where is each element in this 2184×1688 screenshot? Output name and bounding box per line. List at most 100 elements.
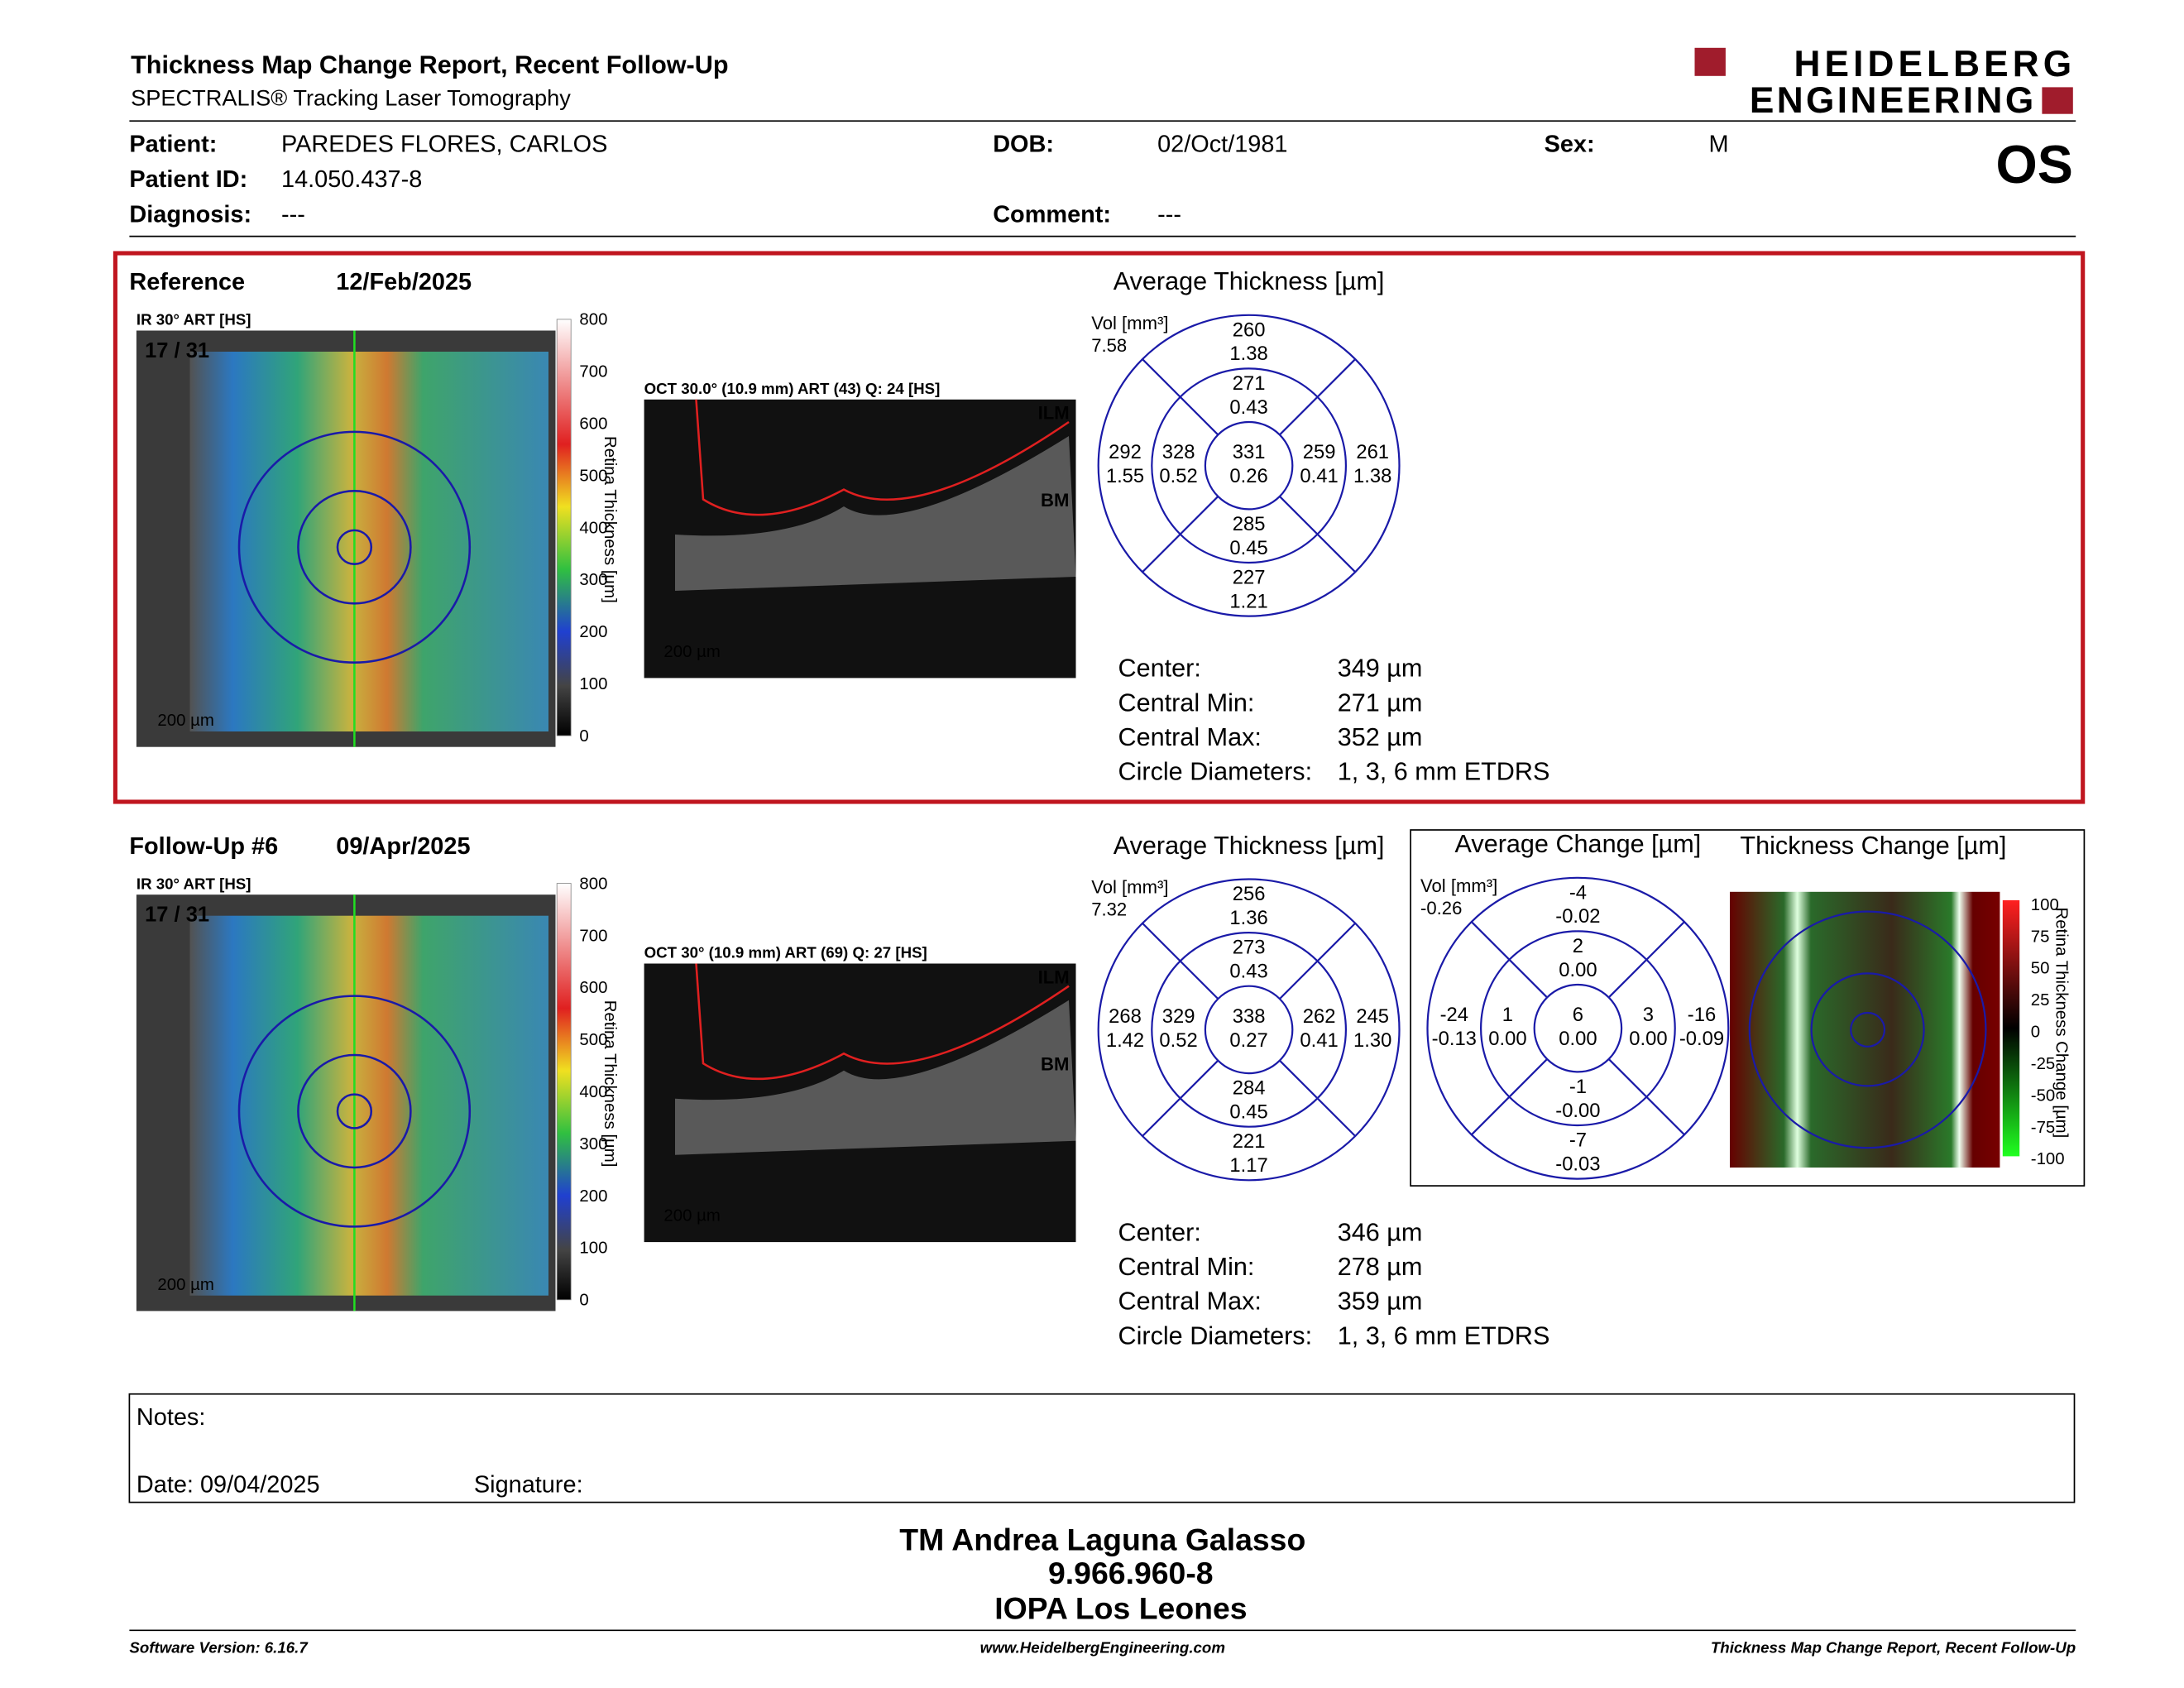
etdrs-ring xyxy=(1479,930,1676,1127)
field-value: 14.050.437-8 xyxy=(281,166,422,193)
sector-thickness: -7 xyxy=(1569,1129,1587,1152)
stat-label: Circle Diameters: xyxy=(1118,758,1313,786)
footer-center: www.HeidelbergEngineering.com xyxy=(980,1639,1225,1657)
stat-value: 352 µm xyxy=(1338,723,1423,751)
sector-thickness: 245 xyxy=(1356,1005,1389,1028)
stat-label: Central Min: xyxy=(1118,688,1255,717)
sector-thickness: 221 xyxy=(1233,1130,1266,1153)
sector-volume: 0.52 xyxy=(1159,1029,1197,1052)
oct-band xyxy=(675,436,1076,591)
title: Thickness Map Change Report, Recent Foll… xyxy=(131,50,728,79)
sector-volume: 1.36 xyxy=(1229,907,1267,929)
oct-label: OCT 30.0° (10.9 mm) ART (43) Q: 24 [HS] xyxy=(644,380,941,397)
etdrs-spoke xyxy=(1279,922,1357,1000)
field-label: Patient: xyxy=(129,132,217,158)
field-value: --- xyxy=(1157,202,1181,228)
sector-thickness: -4 xyxy=(1569,881,1587,904)
field-label: Sex: xyxy=(1545,132,1595,158)
colorbar-tick: -25 xyxy=(2031,1055,2055,1073)
eye: OS xyxy=(1995,135,2072,194)
sector-thickness: 273 xyxy=(1233,937,1266,959)
field-value: PAREDES FLORES, CARLOS xyxy=(281,132,607,158)
field-label: DOB: xyxy=(993,132,1054,158)
oct-scale: 200 µm xyxy=(663,643,720,661)
colorbar-tick: 600 xyxy=(579,979,607,997)
stat-label: Central Min: xyxy=(1118,1253,1255,1281)
vol-label: Vol [mm³] xyxy=(1420,875,1497,896)
sig-name: TM Andrea Laguna Galasso xyxy=(899,1522,1305,1556)
stat-label: Central Max: xyxy=(1118,723,1262,751)
thickness-map xyxy=(189,915,549,1296)
stat-value: 359 µm xyxy=(1338,1288,1423,1316)
etdrs-spoke xyxy=(1470,1058,1548,1136)
exam-date: 12/Feb/2025 xyxy=(336,269,472,295)
sector-volume: -0.03 xyxy=(1555,1153,1600,1175)
vol-label: Vol [mm³] xyxy=(1091,313,1168,333)
bm-label: BM xyxy=(1041,1054,1069,1075)
colorbar-tick: 0 xyxy=(2031,1024,2040,1042)
grid-title: Average Thickness [µm] xyxy=(1114,832,1385,860)
colorbar-tick: 0 xyxy=(579,1292,588,1310)
grid-title: Average Change [µm] xyxy=(1455,830,1702,858)
etdrs-spoke xyxy=(1607,921,1685,999)
sector-volume: -0.13 xyxy=(1432,1028,1477,1050)
stat-value: 349 µm xyxy=(1338,655,1423,683)
sector-volume: 1.55 xyxy=(1106,465,1144,487)
sector-thickness: 6 xyxy=(1573,1004,1583,1026)
etdrs-overlay xyxy=(1850,1011,1886,1048)
etdrs-overlay xyxy=(1810,972,1925,1087)
sector-thickness: 331 xyxy=(1233,441,1266,463)
notes-date: Date: 09/04/2025 xyxy=(136,1472,320,1499)
oct-label: OCT 30° (10.9 mm) ART (69) Q: 27 [HS] xyxy=(644,944,927,961)
sector-volume: 1.21 xyxy=(1229,590,1267,612)
etdrs-ring xyxy=(1426,876,1730,1180)
sector-volume: -0.09 xyxy=(1679,1028,1724,1050)
exam-date: 09/Apr/2025 xyxy=(336,833,470,860)
colorbar xyxy=(556,319,572,736)
sector-thickness: 268 xyxy=(1109,1005,1142,1028)
sector-volume: 0.52 xyxy=(1159,465,1197,487)
sector-thickness: 260 xyxy=(1233,319,1266,341)
etdrs-overlay xyxy=(237,430,472,664)
exam-heading: Follow-Up #6 xyxy=(129,833,278,860)
field-value: M xyxy=(1709,132,1729,158)
sector-volume: 0.41 xyxy=(1300,465,1338,487)
sector-volume: 0.43 xyxy=(1229,396,1267,419)
etdrs-spoke xyxy=(1142,496,1219,573)
sector-thickness: -24 xyxy=(1440,1004,1468,1026)
vol-value: 7.58 xyxy=(1091,335,1127,356)
ilm-line xyxy=(695,399,1070,516)
etdrs-ring xyxy=(1204,985,1294,1075)
bm-label: BM xyxy=(1041,490,1069,511)
sector-thickness: -16 xyxy=(1688,1004,1716,1026)
stat-value: 271 µm xyxy=(1338,688,1423,717)
sector-volume: 0.00 xyxy=(1629,1028,1667,1050)
colorbar-tick: -100 xyxy=(2031,1150,2065,1168)
colorbar-tick: 800 xyxy=(579,311,607,329)
map-title: Thickness Change [µm] xyxy=(1740,832,2006,860)
etdrs-spoke xyxy=(1142,1059,1219,1137)
vol-value: -0.26 xyxy=(1420,898,1462,918)
reference-box xyxy=(113,251,2086,804)
colorbar-title: Retina Thickness Change [µm] xyxy=(2052,908,2070,1139)
sig-inst: IOPA Los Leones xyxy=(994,1591,1247,1626)
etdrs-ring xyxy=(1097,878,1401,1182)
sector-volume: 1.30 xyxy=(1353,1029,1391,1052)
sector-volume: 1.42 xyxy=(1106,1029,1144,1052)
sector-thickness: 261 xyxy=(1356,441,1389,463)
logo-mark xyxy=(2042,87,2073,114)
vol-value: 7.32 xyxy=(1091,899,1127,920)
colorbar xyxy=(2002,900,2020,1157)
sector-volume: 0.00 xyxy=(1559,959,1597,981)
sector-thickness: 328 xyxy=(1162,441,1195,463)
sector-volume: 0.00 xyxy=(1488,1028,1526,1050)
logo: ENGINEERING xyxy=(1750,80,2037,121)
colorbar-title: Retina Thickness [µm] xyxy=(601,436,619,603)
sector-thickness: 1 xyxy=(1502,1004,1513,1026)
sector-volume: 1.17 xyxy=(1229,1154,1267,1177)
sector-thickness: 292 xyxy=(1109,441,1142,463)
field-label: Comment: xyxy=(993,202,1111,228)
colorbar-tick: 100 xyxy=(579,1240,607,1258)
colorbar-tick: 700 xyxy=(579,363,607,381)
